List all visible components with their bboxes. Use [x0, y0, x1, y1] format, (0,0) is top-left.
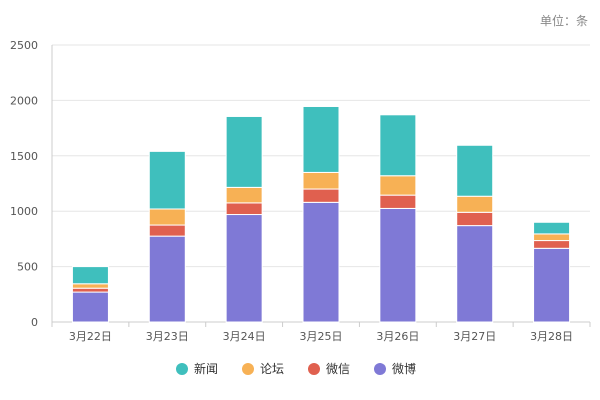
- legend-marker: [176, 363, 188, 375]
- legend-marker: [308, 363, 320, 375]
- bar-segment: [533, 240, 571, 249]
- bar-segment: [379, 194, 417, 209]
- bar-segment: [456, 144, 494, 197]
- y-tick-label: 1500: [10, 150, 38, 163]
- bar-segment: [225, 115, 263, 188]
- bar-segment: [148, 235, 186, 323]
- bar-segment: [148, 208, 186, 226]
- bar-segment: [533, 221, 571, 235]
- bar-segment: [71, 291, 109, 323]
- bar-segment: [302, 171, 340, 190]
- legend-label: 论坛: [260, 362, 284, 376]
- unit-label: 单位：条: [539, 14, 588, 28]
- x-tick-label: 3月25日: [300, 330, 343, 343]
- x-tick-label: 3月26日: [376, 330, 419, 343]
- bar-segment: [533, 247, 571, 323]
- bar-segment: [225, 214, 263, 323]
- bar-segment: [456, 225, 494, 323]
- x-tick-label: 3月28日: [530, 330, 573, 343]
- legend-label: 微信: [326, 362, 350, 376]
- legend-label: 新闻: [194, 361, 218, 376]
- x-tick-label: 3月22日: [69, 330, 112, 343]
- y-tick-label: 0: [31, 316, 38, 329]
- bar-segment: [379, 207, 417, 323]
- y-tick-label: 500: [17, 261, 38, 274]
- bar-segment: [302, 105, 340, 173]
- bar-segment: [379, 175, 417, 196]
- bar-segment: [148, 224, 186, 237]
- bar-segment: [302, 188, 340, 203]
- y-tick-label: 1000: [10, 205, 38, 218]
- bar-segment: [71, 287, 109, 293]
- y-tick-label: 2500: [10, 39, 38, 52]
- y-tick-label: 2000: [10, 94, 38, 107]
- bar-segment: [148, 150, 186, 210]
- x-tick-label: 3月27日: [453, 330, 496, 343]
- legend-marker: [242, 363, 254, 375]
- bar-segment: [456, 211, 494, 227]
- bar-segment: [225, 186, 263, 204]
- bar-segment: [71, 283, 109, 289]
- bar-segment: [533, 233, 571, 242]
- legend-marker: [374, 363, 386, 375]
- bar-segment: [456, 195, 494, 213]
- bar-segment: [379, 114, 417, 177]
- bar-segment: [225, 202, 263, 216]
- bar-segment: [302, 201, 340, 323]
- legend-label: 微博: [392, 361, 416, 376]
- bar-segment: [71, 266, 109, 285]
- x-tick-label: 3月24日: [223, 330, 266, 343]
- x-tick-label: 3月23日: [146, 330, 189, 343]
